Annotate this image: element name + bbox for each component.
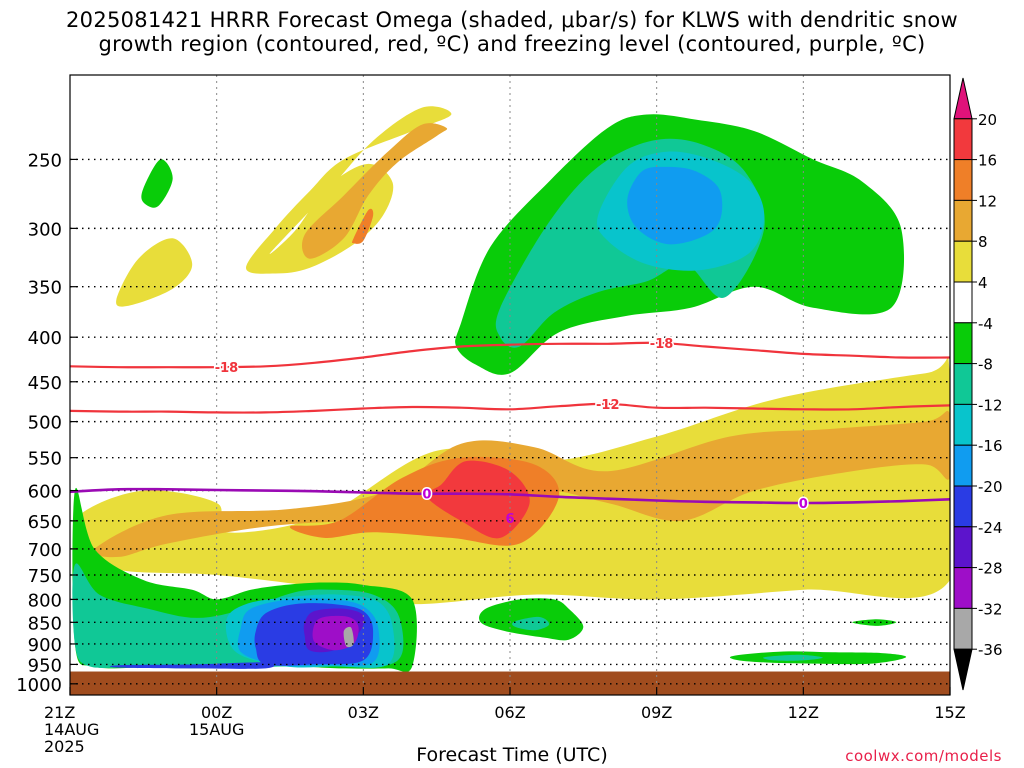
y-tick-label-350: 350 <box>28 278 62 299</box>
ground-surface <box>70 671 950 695</box>
omega-region-23 <box>512 616 550 631</box>
misc-contour-label-0: 6 <box>505 512 514 527</box>
colorbar-swatch-5 <box>953 281 973 324</box>
x-tick-label-2-0: 03Z <box>348 703 379 722</box>
colorbar-label-9: -20 <box>978 478 1003 496</box>
colorbar-swatch-13 <box>953 607 973 650</box>
x-tick-label-0-1: 14AUG <box>44 720 99 739</box>
x-axis-label: Forecast Time (UTC) <box>416 744 608 766</box>
omega-region-25 <box>763 654 823 661</box>
colorbar-swatch-12 <box>953 567 973 609</box>
y-tick-label-1000: 1000 <box>16 675 62 696</box>
dgz-isotherm-line-1 <box>70 402 950 414</box>
dgz-isotherm-label-0-0: -18 <box>215 361 239 376</box>
colorbar-label-1: 16 <box>978 152 997 170</box>
dgz-isotherm-label-1-0: -12 <box>596 398 620 413</box>
colorbar-swatch-6 <box>953 322 973 365</box>
omega-region-8 <box>141 159 173 208</box>
colorbar-label-6: -8 <box>978 356 993 374</box>
x-tick-label-0-2: 2025 <box>44 737 85 756</box>
colorbar-swatch-11 <box>953 526 973 569</box>
y-tick-label-950: 950 <box>28 655 62 676</box>
colorbar-label-12: -32 <box>978 600 1003 618</box>
omega-region-18 <box>109 662 275 669</box>
y-tick-label-600: 600 <box>28 482 62 503</box>
y-tick-label-450: 450 <box>28 373 62 394</box>
colorbar-swatch-8 <box>953 403 973 446</box>
freezing-level-label-0: 0 <box>422 488 431 503</box>
y-tick-label-800: 800 <box>28 590 62 611</box>
y-tick-label-700: 700 <box>28 540 62 561</box>
colorbar-swatch-0 <box>953 77 973 120</box>
y-tick-label-750: 750 <box>28 566 62 587</box>
x-tick-label-3-0: 06Z <box>494 703 525 722</box>
y-tick-label-500: 500 <box>28 413 62 434</box>
colorbar-label-10: -24 <box>978 519 1003 537</box>
chart-title-line-1: 2025081421 HRRR Forecast Omega (shaded, … <box>66 8 958 32</box>
omega-region-3 <box>426 460 530 539</box>
colorbar-label-2: 12 <box>978 192 997 210</box>
omega-region-5 <box>301 123 448 259</box>
x-tick-label-4-0: 09Z <box>641 703 672 722</box>
colorbar-label-8: -16 <box>978 437 1003 455</box>
y-tick-label-250: 250 <box>28 150 62 171</box>
colorbar-swatch-1 <box>953 118 973 161</box>
y-tick-label-850: 850 <box>28 613 62 634</box>
chart-title-line-2: growth region (contoured, red, ºC) and f… <box>98 32 926 56</box>
colorbar-label-5: -4 <box>978 315 993 333</box>
credit-link[interactable]: coolwx.com/models <box>845 747 1002 765</box>
colorbar-label-3: 8 <box>978 233 988 251</box>
contour-labels: -18 -18 -12 0 0 6 <box>213 336 809 527</box>
colorbar-label-13: -36 <box>978 641 1003 659</box>
omega-shading <box>70 106 950 695</box>
colorbar-swatch-14 <box>953 648 973 691</box>
freezing-level-line <box>70 487 950 505</box>
x-tick-label-6-0: 15Z <box>934 703 965 722</box>
colorbar-swatch-9 <box>953 444 973 487</box>
x-tick-label-1-0: 00Z <box>201 703 232 722</box>
freezing-level-label-1: 0 <box>799 497 808 512</box>
omega-region-21 <box>343 626 354 648</box>
y-tick-label-900: 900 <box>28 635 62 656</box>
colorbar-swatch-3 <box>953 199 973 242</box>
x-tick-label-1-1: 15AUG <box>189 720 244 739</box>
colorbar-label-7: -12 <box>978 396 1003 414</box>
dgz-isotherm-label-0-1: -18 <box>650 337 674 352</box>
y-tick-label-400: 400 <box>28 328 62 349</box>
colorbar-swatch-7 <box>953 363 973 405</box>
colorbar-label-4: 4 <box>978 274 988 292</box>
x-tick-label-5-0: 12Z <box>788 703 819 722</box>
x-tick-label-0-0: 21Z <box>44 703 75 722</box>
omega-region-12 <box>627 166 723 245</box>
colorbar-label-11: -28 <box>978 560 1003 578</box>
dgz-isotherm-line-0 <box>70 341 950 369</box>
colorbar-swatch-10 <box>953 485 973 528</box>
y-tick-label-300: 300 <box>28 219 62 240</box>
colorbar-label-0: 20 <box>978 111 997 129</box>
grid <box>70 75 950 695</box>
colorbar: 20 16 12 8 4 -4 -8 -12 -16 -20 -24 -28 -32 -36 <box>953 77 1003 691</box>
omega-region-7 <box>116 238 193 307</box>
colorbar-swatch-4 <box>953 240 973 283</box>
y-tick-label-650: 650 <box>28 512 62 533</box>
colorbar-swatch-2 <box>953 159 973 201</box>
contour-lines <box>70 341 950 505</box>
y-tick-label-550: 550 <box>28 449 62 470</box>
y-axis: 2503003504004505005506006507007508008509… <box>16 150 78 696</box>
omega-region-6 <box>352 208 374 244</box>
omega-region-4 <box>246 106 452 274</box>
